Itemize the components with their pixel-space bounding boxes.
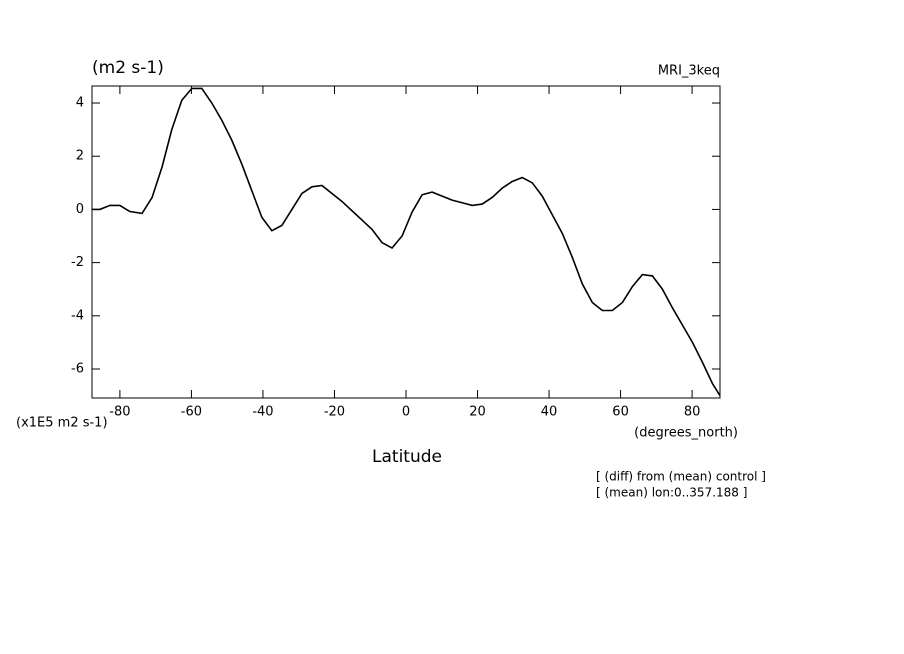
y-tick-label: 2 bbox=[76, 149, 84, 164]
y-tick-label: 4 bbox=[76, 96, 84, 111]
y-scale-label: (x1E5 m2 s-1) bbox=[16, 416, 108, 431]
note: [ (diff) from (mean) control ] bbox=[596, 470, 766, 484]
x-tick-label: 80 bbox=[684, 405, 701, 420]
x-tick-label: -40 bbox=[252, 405, 273, 420]
plot-frame bbox=[91, 85, 721, 399]
x-axis-label: Latitude bbox=[372, 447, 442, 467]
x-tick-label: -80 bbox=[109, 405, 130, 420]
y-tick-label: -6 bbox=[71, 362, 84, 377]
x-tick-label: 20 bbox=[469, 405, 486, 420]
y-tick-label: -4 bbox=[71, 308, 84, 323]
y-tick-label: 0 bbox=[76, 202, 84, 217]
x-tick-label: 40 bbox=[541, 405, 558, 420]
units-label: (m2 s-1) bbox=[92, 58, 164, 78]
note: [ (mean) lon:0..357.188 ] bbox=[596, 486, 747, 500]
x-tick-label: 60 bbox=[612, 405, 629, 420]
x-tick-label: -60 bbox=[181, 405, 202, 420]
x-tick-label: 0 bbox=[402, 405, 410, 420]
y-tick-label: -2 bbox=[71, 255, 84, 270]
x-units-label: (degrees_north) bbox=[634, 426, 738, 441]
data-line bbox=[92, 87, 721, 397]
x-tick-label: -20 bbox=[324, 405, 345, 420]
chart-title: MRI_3keq bbox=[658, 64, 720, 79]
